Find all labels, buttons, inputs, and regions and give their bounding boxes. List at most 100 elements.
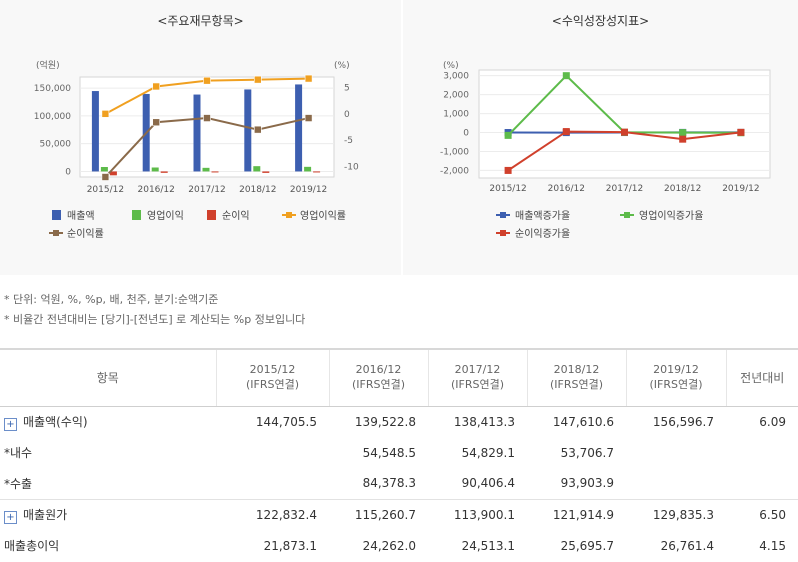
table-cell: 138,413.3 — [428, 405, 527, 437]
header-period: 2019/12 (IFRS연결) — [625, 348, 726, 407]
y-tick-label: 150,000 — [34, 84, 71, 94]
y2-tick-label: -10 — [344, 162, 359, 172]
point-순이익률 — [203, 114, 211, 122]
point-영업이익률 — [304, 74, 313, 83]
plot-area — [79, 76, 335, 178]
legend-label: 영업이익률 — [300, 209, 346, 222]
row-label: *수출 — [4, 476, 33, 491]
yoy-cell: 6.09 — [726, 405, 798, 437]
expand-icon[interactable]: + — [4, 510, 17, 524]
header-basis: (IFRS연결) — [549, 378, 604, 392]
x-tick-label: 2016/12 — [548, 184, 585, 194]
right-chart-title: <수익성장성지표> — [551, 14, 650, 28]
y-tick-label: -2,000 — [440, 166, 469, 176]
x-tick-label: 2017/12 — [606, 184, 643, 194]
header-year: 2015/12 — [249, 363, 296, 377]
row-label: 매출총이익 — [4, 539, 60, 553]
table-cell: 139,522.8 — [329, 405, 428, 437]
row-label-cell: + 매출원가 — [0, 498, 216, 530]
point-순이익증가율 — [562, 128, 570, 136]
yoy-cell — [726, 437, 798, 468]
point-순이익증가율 — [621, 128, 628, 136]
legend-swatch — [132, 210, 141, 220]
table-row: 매출총이익 21,873.1 24,262.0 24,513.1 25,695.… — [0, 530, 798, 561]
x-tick-label: 2016/12 — [138, 185, 175, 195]
bar-매출액 — [91, 91, 99, 172]
y2-tick-label: -5 — [344, 136, 353, 146]
y-tick-label: 0 — [65, 167, 71, 177]
point-순이익증가율 — [504, 166, 512, 174]
table-header-row: 항목 2015/12 (IFRS연결) 2016/12 (IFRS연결) 2017/… — [0, 348, 798, 407]
table-cell: 54,829.1 — [461, 445, 515, 460]
header-basis: (IFRS연결) — [450, 378, 505, 392]
row-label: 매출원가 — [23, 507, 68, 522]
point-순이익증가율 — [679, 135, 687, 143]
y-axis-label: (%) — [443, 61, 459, 71]
point-영업이익률 — [152, 82, 160, 91]
point-순이익률 — [304, 114, 313, 122]
legend-swatch — [624, 212, 630, 218]
y-tick-label: 2,000 — [443, 91, 469, 101]
growth-indicators-panel: <수익성장성지표> 3,000 2,000 1,000 0 -1,000 -2,000 (%… — [403, 0, 798, 275]
table-cell: 26,761.4 — [660, 538, 714, 553]
table-cell: 144,705.5 — [216, 405, 329, 437]
table-cell: 156,596.7 — [626, 405, 726, 437]
header-yoy: 전년대비 — [725, 348, 798, 407]
point-순이익증가율 — [737, 128, 745, 136]
x-tick-label: 2018/12 — [664, 184, 701, 194]
table-cell: 129,835.3 — [626, 498, 726, 530]
table-cell: 147,610.6 — [527, 405, 626, 437]
bar-순이익 — [109, 171, 117, 176]
header-year: 2016/12 — [355, 363, 402, 377]
table-cell: 24,513.1 — [461, 538, 515, 553]
point-영업이익률 — [254, 75, 262, 84]
x-tick-label: 2019/12 — [722, 184, 759, 194]
bar-순이익 — [313, 171, 321, 173]
header-period: 2018/12 (IFRS연결) — [526, 348, 626, 407]
legend-swatch — [207, 210, 216, 220]
table-cell — [216, 468, 329, 499]
financial-table: 항목 2015/12 (IFRS연결) 2016/12 (IFRS연결) 2017/… — [0, 348, 798, 561]
x-tick-label: 2017/12 — [188, 185, 225, 195]
bar-영업이익 — [253, 166, 261, 172]
row-label: *내수 — [4, 446, 33, 460]
point-영업이익증가율 — [504, 131, 512, 139]
legend-swatch — [500, 212, 506, 218]
legend-swatch — [500, 230, 506, 236]
legend-label: 영업이익 — [147, 209, 184, 222]
point-영업이익률 — [203, 76, 211, 85]
bar-영업이익 — [202, 167, 210, 172]
table-cell — [216, 437, 329, 468]
header-period: 2015/12 (IFRS연결) — [215, 348, 329, 407]
bar-순이익 — [160, 171, 168, 173]
legend-label: 매출액증가율 — [515, 210, 570, 222]
header-period: 2016/12 (IFRS연결) — [328, 348, 428, 407]
header-year: 2018/12 — [553, 363, 600, 377]
x-tick-label: 2019/12 — [290, 185, 327, 195]
point-영업이익률 — [101, 110, 110, 118]
bar-순이익 — [262, 171, 270, 173]
y-tick-label: 50,000 — [40, 140, 72, 150]
x-tick-label: 2015/12 — [489, 184, 526, 194]
point-순이익률 — [254, 125, 262, 134]
expand-icon[interactable]: + — [4, 417, 17, 431]
main-financial-items-chart: 150,000 100,000 50,000 0 5 0 -5 -10 (억원) (%) 2015/… — [34, 59, 359, 240]
table-row: *내수 54,548.5 54,829.1 53,706.7 — [0, 437, 798, 468]
note-unit: * 단위: 억원, %, %p, 배, 천주, 분기:순액기준 — [4, 293, 219, 306]
legend-label: 순이익 — [222, 210, 250, 222]
row-label-cell: + 매출액(수익) — [0, 405, 216, 437]
header-year: 2017/12 — [454, 363, 501, 377]
legend-label: 순이익증가율 — [515, 228, 570, 240]
header-period: 2017/12 (IFRS연결) — [427, 348, 527, 407]
bar-순이익 — [211, 171, 219, 173]
notes: * 단위: 억원, %, %p, 배, 천주, 분기:순액기준 * 비율간 전년… — [4, 290, 305, 330]
table-cell: 113,900.1 — [428, 498, 527, 530]
y-tick-label: -1,000 — [440, 147, 469, 157]
table-cell: 24,262.0 — [362, 538, 416, 553]
growth-indicators-chart: 3,000 2,000 1,000 0 -1,000 -2,000 (%) 2015/12 20… — [440, 61, 771, 240]
y2-axis-label: (%) — [334, 61, 350, 71]
main-financial-items-panel: <주요재무항목> 150,000 100,000 50,000 0 5 0 -5 -10 (억원… — [0, 0, 401, 275]
y2-tick-label: 5 — [344, 84, 350, 94]
bar-영업이익 — [304, 166, 312, 172]
x-tick-label: 2015/12 — [87, 185, 124, 195]
